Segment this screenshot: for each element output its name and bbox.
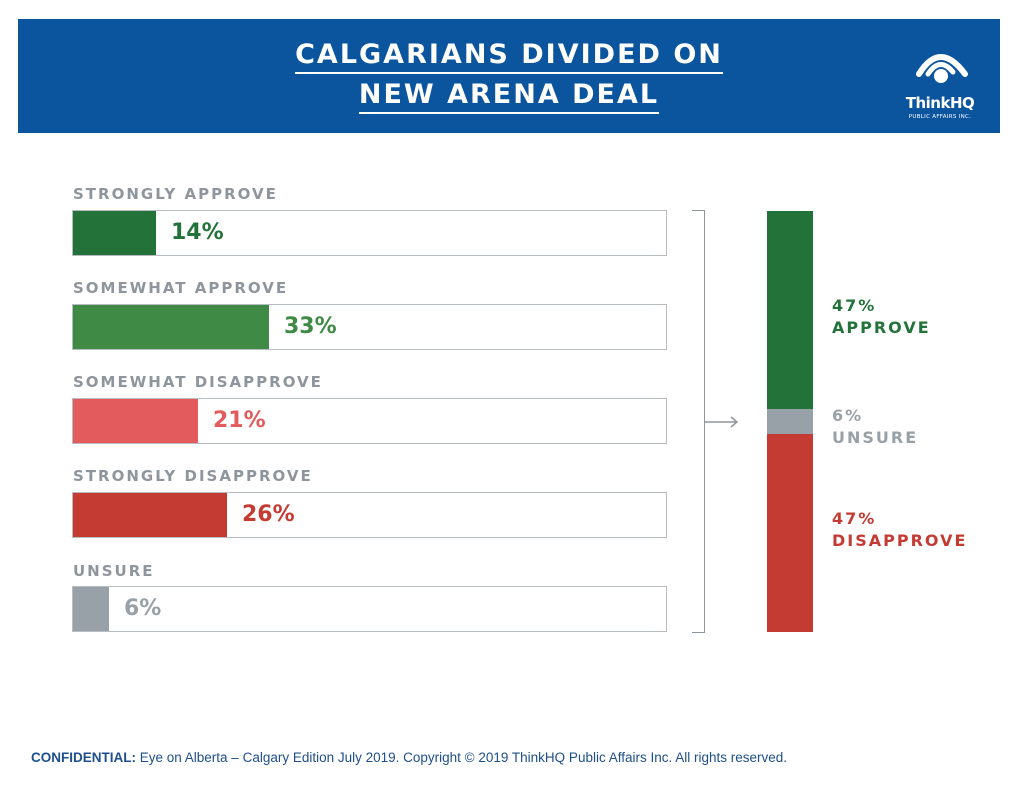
summary-stacked-bar: [767, 211, 813, 632]
bar-fill-2: [73, 399, 198, 443]
header-banner: CALGARIANS DIVIDED ON NEW ARENA DEAL: [18, 19, 1000, 133]
bar-fill-4: [73, 587, 109, 631]
bar-value-4: 6%: [124, 596, 162, 621]
eye-icon: [916, 54, 968, 83]
title-line-2: NEW ARENA DEAL: [18, 79, 1000, 114]
summary-pct-0: 47%: [832, 296, 877, 315]
category-label-2: SOMEWHAT DISAPPROVE: [73, 373, 323, 391]
footer-text: Eye on Alberta – Calgary Edition July 20…: [136, 750, 788, 765]
summary-label-0: APPROVE: [832, 318, 931, 337]
category-label-3: STRONGLY DISAPPROVE: [73, 467, 313, 485]
bar-box-4: 6%: [72, 586, 667, 632]
summary-pct-1: 6%: [832, 406, 864, 425]
summary-label-2: DISAPPROVE: [832, 531, 968, 550]
bar-fill-3: [73, 493, 227, 537]
summary-pct-2: 47%: [832, 509, 877, 528]
summary-label-1: UNSURE: [832, 428, 919, 447]
bar-box-0: 14%: [72, 210, 667, 256]
bar-value-0: 14%: [171, 220, 224, 245]
thinkhq-logo: ThinkHQ PUBLIC AFFAIRS INC.: [895, 44, 985, 124]
footer-prefix: CONFIDENTIAL:: [31, 750, 136, 765]
bar-fill-1: [73, 305, 269, 349]
bar-value-3: 26%: [242, 502, 295, 527]
bar-box-3: 26%: [72, 492, 667, 538]
bar-value-2: 21%: [213, 408, 266, 433]
bar-value-1: 33%: [284, 314, 337, 339]
logo-subtitle: PUBLIC AFFAIRS INC.: [908, 114, 972, 120]
footer-note: CONFIDENTIAL: Eye on Alberta – Calgary E…: [31, 750, 787, 765]
category-label-4: UNSURE: [73, 562, 155, 580]
arrow-right-icon: [704, 416, 739, 428]
summary-seg-0: [767, 211, 813, 409]
summary-seg-2: [767, 434, 813, 632]
title-line-1: CALGARIANS DIVIDED ON: [18, 39, 1000, 74]
bar-box-1: 33%: [72, 304, 667, 350]
bar-fill-0: [73, 211, 156, 255]
bar-box-2: 21%: [72, 398, 667, 444]
logo-wordmark: ThinkHQ: [905, 94, 975, 112]
category-label-1: SOMEWHAT APPROVE: [73, 279, 289, 297]
summary-seg-1: [767, 409, 813, 434]
category-label-0: STRONGLY APPROVE: [73, 185, 278, 203]
